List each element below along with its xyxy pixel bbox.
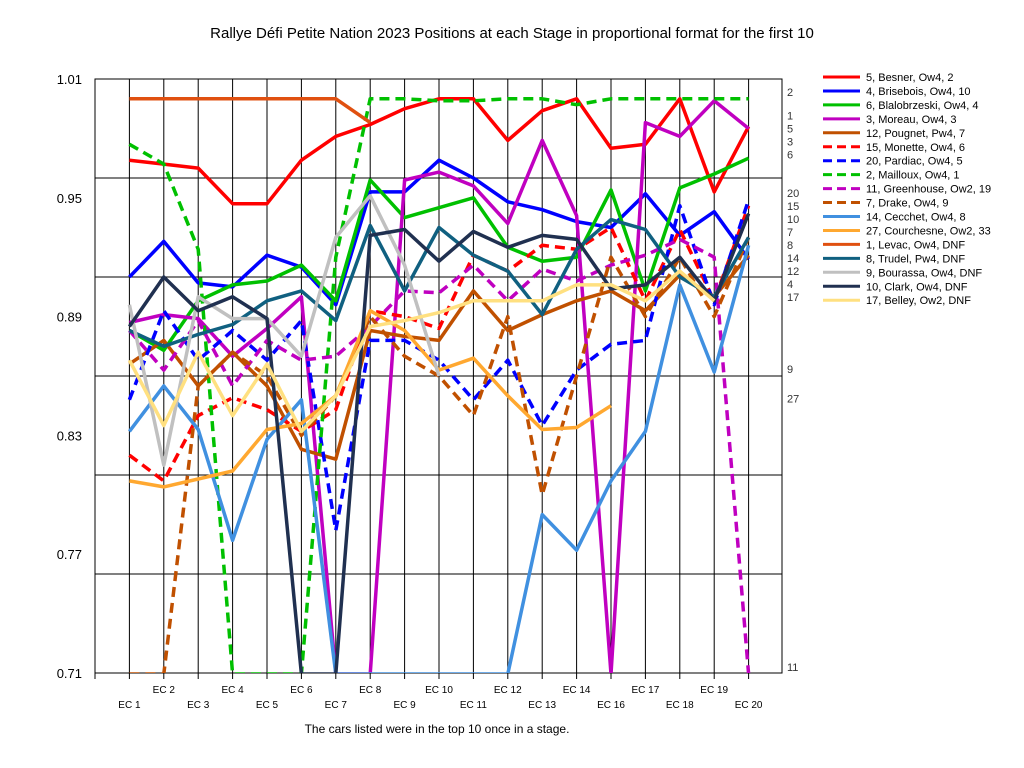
legend-label: 11, Greenhouse, Ow2, 19 [866,184,991,196]
legend-label: 8, Trudel, Pw4, DNF [866,253,965,265]
series-line [127,199,751,533]
data-label: 4 [787,279,793,291]
data-label: 8 [787,240,793,252]
y-tick-label: 0.71 [57,666,82,681]
series-line [128,237,751,673]
x-tick-label: EC 17 [632,685,660,696]
x-tick-label: EC 8 [359,685,382,696]
legend-label: 7, Drake, Ow4, 9 [866,198,949,210]
series-line [128,158,751,307]
x-tick-label: EC 19 [700,685,728,696]
legend-label: 14, Cecchet, Ow4, 8 [866,212,966,224]
legend-label: 4, Brisebois, Ow4, 10 [866,86,971,98]
series-line [127,269,716,434]
series-line [129,308,612,489]
legend-label: 3, Moreau, Ow4, 3 [866,114,957,126]
legend-label: 1, Levac, Ow4, DNF [866,239,965,251]
x-tick-label: EC 3 [187,700,210,711]
legend-label: 17, Belley, Ow2, DNF [866,295,971,307]
x-tick-label: EC 20 [735,700,763,711]
data-label: 17 [787,292,799,304]
series-line [129,97,372,125]
data-label: 9 [787,364,793,376]
legend-label: 27, Courchesne, Ow2, 33 [866,225,991,237]
x-tick-label: EC 12 [494,685,522,696]
data-label: 11 [787,662,798,674]
x-tick-label: EC 6 [290,685,313,696]
y-tick-label: 0.95 [57,191,82,206]
data-label: 2 [787,87,793,99]
y-tick-label: 0.77 [57,547,82,562]
legend-label: 6, Blalobrzeski, Ow4, 4 [866,100,979,112]
legend-label: 9, Bourassa, Ow4, DNF [866,267,982,279]
series-line [128,244,751,673]
x-tick-label: EC 7 [325,700,348,711]
data-label: 14 [787,253,799,265]
data-label: 10 [787,214,799,226]
series-line [128,156,750,353]
x-tick-label: EC 5 [256,700,279,711]
series-line [127,212,751,673]
data-label: 12 [787,266,799,278]
series-line [127,194,441,467]
chart-title: Rallye Défi Petite Nation 2023 Positions… [210,25,814,42]
x-tick-label: EC 18 [666,700,694,711]
legend-label: 12, Pougnet, Pw4, 7 [866,128,965,140]
x-tick-label: EC 9 [393,700,416,711]
x-tick-label: EC 1 [118,700,141,711]
x-tick-label: EC 4 [221,685,244,696]
x-tick-label: EC 2 [153,685,176,696]
legend-label: 5, Besner, Ow4, 2 [866,72,953,84]
x-axis-caption: The cars listed were in the top 10 once … [305,722,570,736]
data-label: 3 [787,137,793,149]
x-tick-label: EC 14 [563,685,591,696]
legend-label: 15, Monette, Ow4, 6 [866,142,965,154]
x-tick-label: EC 13 [528,700,556,711]
legend-label: 20, Pardiac, Ow4, 5 [866,156,963,168]
series-line [129,236,751,673]
legend: 5, Besner, Ow4, 2 4, Brisebois, Ow4, 10 6,… [823,72,991,307]
data-label: 27 [787,394,799,406]
series-line [128,217,751,349]
y-tick-label: 1.01 [57,72,82,87]
legend-label: 2, Mailloux, Ow4, 1 [866,170,960,182]
data-label: 6 [787,150,793,162]
data-label: 7 [787,227,793,239]
y-tick-label: 0.89 [57,310,82,325]
legend-label: 10, Clark, Ow4, DNF [866,281,968,293]
x-tick-label: EC 10 [425,685,453,696]
data-label: 5 [787,124,793,136]
y-tick-label: 0.83 [57,428,82,443]
series-line [128,205,751,483]
x-tick-label: EC 11 [460,700,487,711]
data-label: 1 [787,111,793,123]
data-label: 20 [787,188,799,200]
series-line [129,99,750,673]
x-tick-label: EC 16 [597,700,625,711]
data-label: 15 [787,201,799,213]
